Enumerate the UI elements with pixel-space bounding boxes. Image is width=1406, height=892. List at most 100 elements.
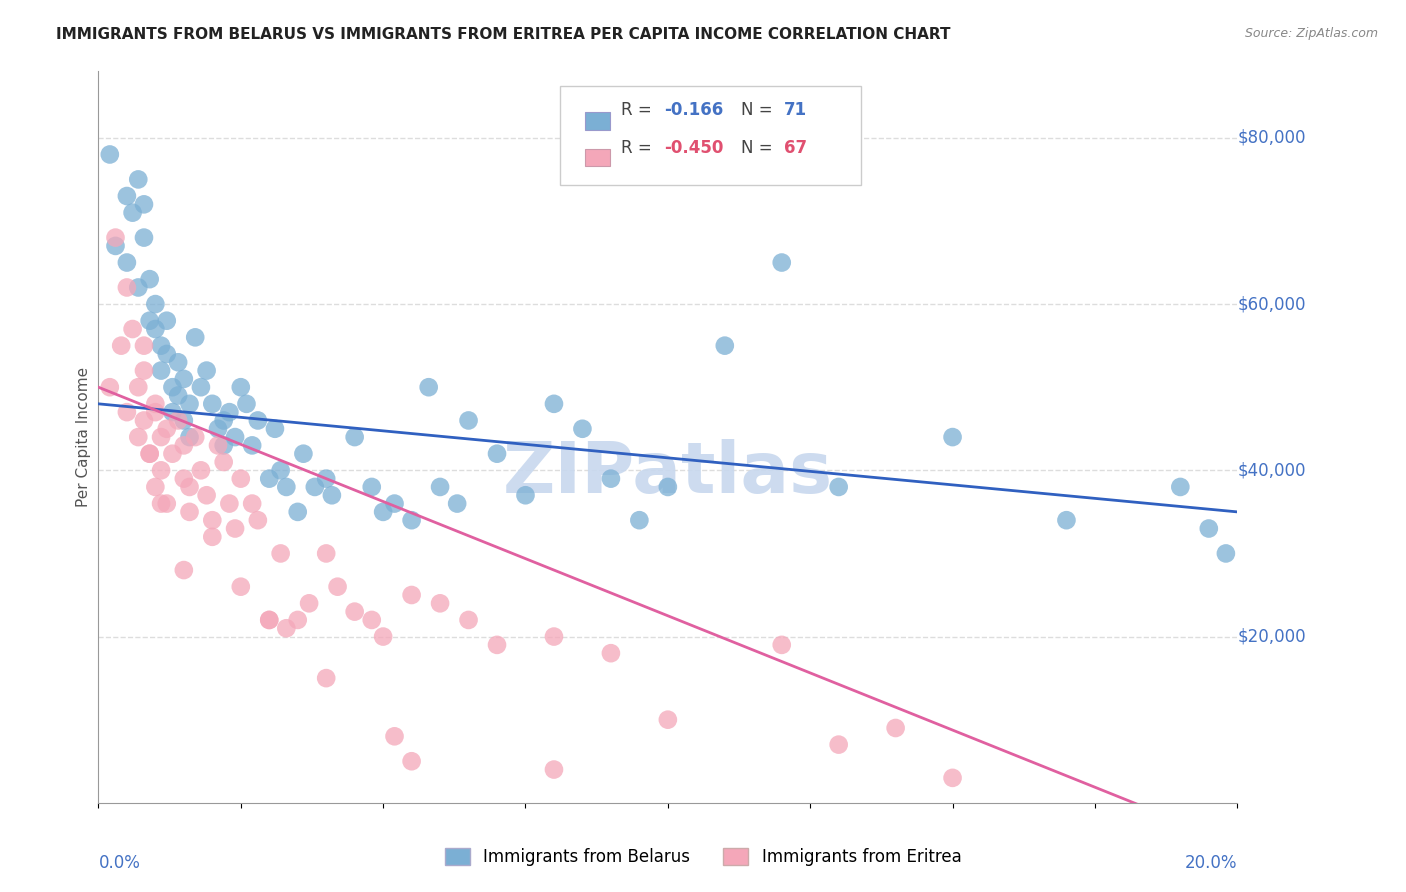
Point [201,530,224,544]
Point [224,521,246,535]
Text: 20.0%: 20.0% [1185,854,1237,872]
Point [179,397,201,411]
Point [150,430,173,444]
Point [138,447,160,461]
Point [162,447,184,461]
Point [132,197,155,211]
Point [657,713,679,727]
Point [190,463,212,477]
Text: -0.450: -0.450 [665,139,724,157]
Point [98,147,121,161]
Point [195,363,218,377]
Point [770,638,793,652]
Point [229,472,252,486]
Point [179,430,201,444]
Text: R =: R = [621,101,657,120]
Point [212,455,235,469]
Point [132,363,155,377]
Point [115,280,138,294]
Point [343,430,366,444]
Point [384,729,406,743]
Point [162,405,184,419]
Point [145,397,167,411]
Point [167,413,190,427]
Point [132,338,155,352]
Text: $40,000: $40,000 [1237,461,1306,479]
Point [276,480,298,494]
Point [1170,480,1192,494]
Point [115,189,138,203]
Point [235,397,257,411]
Text: -0.166: -0.166 [665,101,724,120]
Point [138,447,160,461]
Point [571,422,593,436]
Text: 67: 67 [785,139,807,157]
Point [292,447,315,461]
Point [132,413,155,427]
Point [543,763,565,777]
Point [246,413,269,427]
Point [115,405,138,419]
Point [145,322,167,336]
Point [770,255,793,269]
Point [1056,513,1078,527]
Point [150,497,173,511]
Point [173,472,195,486]
Point [315,472,337,486]
Point [628,513,651,527]
Point [446,497,468,511]
Point [173,372,195,386]
Point [145,405,167,419]
Point [1198,521,1220,535]
Point [321,488,343,502]
FancyBboxPatch shape [560,86,862,185]
Point [104,230,127,244]
Point [167,355,190,369]
Point [156,347,179,361]
Point [127,380,149,394]
Point [287,505,309,519]
Point [229,580,252,594]
Point [212,413,235,427]
Point [942,771,965,785]
Point [264,422,287,436]
Point [457,413,479,427]
Point [401,513,423,527]
Point [173,413,195,427]
Point [429,480,451,494]
Text: $20,000: $20,000 [1237,628,1306,646]
Point [150,463,173,477]
Point [360,613,382,627]
Point [179,480,201,494]
Point [384,497,406,511]
Point [150,338,173,352]
Point [884,721,907,735]
Point [98,380,121,394]
Point [1215,546,1237,560]
Point [156,422,179,436]
Point [138,314,160,328]
Point [145,480,167,494]
Point [201,397,224,411]
Point [429,596,451,610]
Point [207,438,229,452]
Point [401,754,423,768]
Point [179,505,201,519]
Point [229,380,252,394]
Point [486,638,509,652]
Point [326,580,349,594]
Text: IMMIGRANTS FROM BELARUS VS IMMIGRANTS FROM ERITREA PER CAPITA INCOME CORRELATION: IMMIGRANTS FROM BELARUS VS IMMIGRANTS FR… [56,27,950,42]
Point [418,380,440,394]
Point [127,430,149,444]
Point [167,388,190,402]
Point [138,272,160,286]
Text: R =: R = [621,139,657,157]
Point [657,480,679,494]
Text: $60,000: $60,000 [1237,295,1306,313]
Point [543,397,565,411]
Point [184,330,207,344]
Point [828,480,851,494]
Point [195,488,218,502]
Point [714,338,737,352]
FancyBboxPatch shape [585,112,610,130]
